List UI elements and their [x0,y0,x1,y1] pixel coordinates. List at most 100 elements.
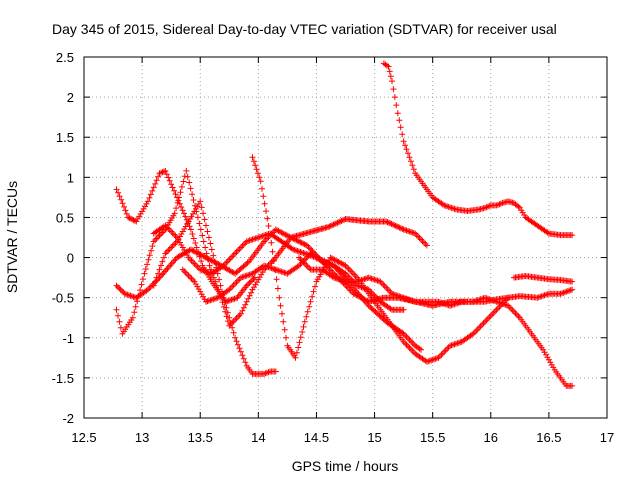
data-point [403,146,410,153]
data-point [249,277,256,284]
data-point [397,225,404,232]
data-point [444,345,451,352]
data-point [152,278,159,285]
y-axis-label: SDTVAR / TECUs [4,181,20,293]
data-point [152,237,159,243]
x-tick-label: 12.5 [71,430,96,445]
data-point [293,237,300,244]
data-point [242,301,249,308]
data-point [409,347,416,354]
data-point [204,228,211,235]
data-point [385,219,392,226]
data-point [390,86,397,93]
data-point [333,220,340,227]
data-point [123,210,130,217]
ticks-layer [83,56,608,419]
data-point [142,266,149,272]
data-point [415,233,422,240]
data-point [332,257,339,264]
data-point [297,239,304,246]
y-tick-label: -2 [62,411,74,426]
data-point [138,281,145,288]
data-point [206,262,213,269]
data-point [384,219,391,226]
data-point [239,352,246,359]
data-point [407,338,414,345]
data-point [380,281,387,288]
data-point [370,291,377,298]
data-point [328,255,335,262]
data-point [399,131,406,138]
data-point [480,320,487,327]
data-point [182,269,189,276]
data-point [331,221,338,227]
data-point [276,294,283,301]
data-point [184,173,191,180]
data-point [286,233,293,240]
data-point [406,154,413,161]
data-point [492,308,499,315]
data-point [192,240,199,246]
data-point [389,78,395,85]
data-point [119,200,126,207]
data-point [198,258,205,265]
data-point [226,256,233,263]
data-point [295,344,302,351]
data-point [191,260,198,267]
data-point [168,260,175,267]
data-point [249,154,256,161]
data-point [155,173,162,180]
data-point [227,255,234,262]
data-point [402,142,409,149]
data-point [167,262,174,269]
data-point [257,178,264,185]
data-point [171,241,178,248]
data-point [260,193,267,200]
data-point [289,235,296,242]
data-point [294,237,301,244]
data-point [155,270,162,277]
data-point [147,283,154,290]
x-tick-label: 15.5 [420,430,445,445]
x-axis-label: GPS time / hours [292,458,399,474]
data-point [283,334,289,341]
data-point [281,230,287,237]
series-sat-j [511,273,576,285]
data-point [301,318,308,325]
data-point [422,241,429,247]
data-point [132,303,139,310]
data-point [169,230,176,236]
data-point [223,313,230,320]
data-point [118,196,125,203]
data-point [153,235,160,242]
data-point [176,194,182,201]
data-point [569,382,576,389]
data-point [298,239,305,246]
data-point [377,278,384,285]
data-point [327,254,334,261]
data-point [148,247,155,254]
data-point [274,285,281,292]
data-point [387,220,394,227]
plot-frame [83,56,608,419]
data-point [269,248,276,255]
data-point [127,215,134,222]
data-point [329,222,336,229]
data-point [197,198,204,205]
data-point [346,267,353,274]
data-point [515,203,522,210]
data-point [303,313,310,320]
data-point [292,354,299,361]
data-point [505,302,512,309]
data-point [409,162,416,169]
data-point [178,183,185,190]
data-point [296,339,303,346]
data-point [441,348,448,355]
data-point [385,63,392,70]
data-point [235,341,241,348]
x-tick-label: 15 [367,430,381,445]
data-point [153,274,160,281]
data-point [407,158,414,165]
data-point [236,345,243,352]
data-point [306,245,313,252]
